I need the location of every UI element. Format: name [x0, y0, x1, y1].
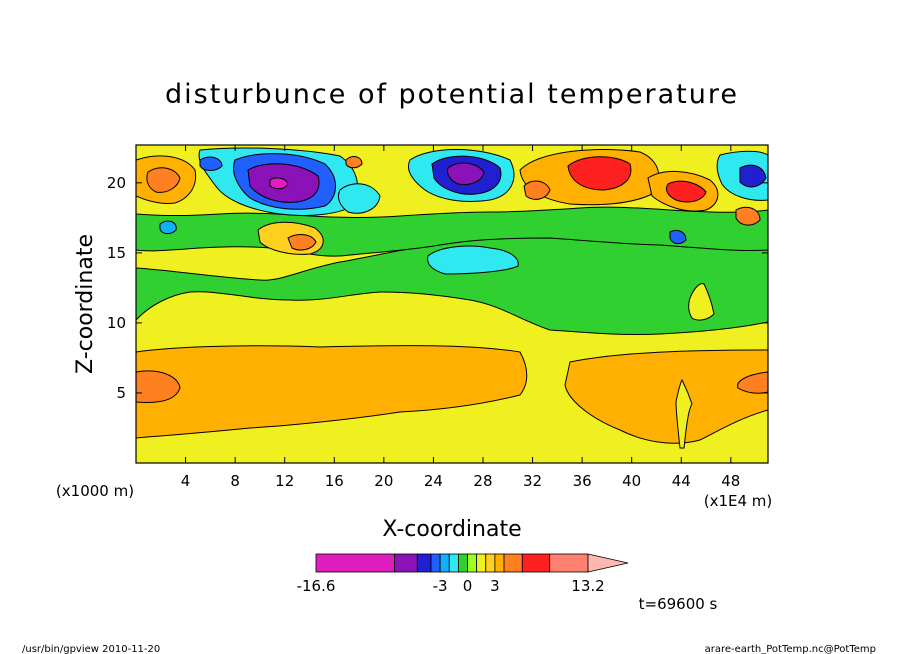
x-tick-label: 16 — [325, 472, 344, 490]
warm-spot-1 — [523, 180, 551, 200]
y-tick-label: 10 — [107, 314, 126, 332]
colorbar-overflow-arrow — [587, 553, 629, 573]
x-tick-label: 20 — [374, 472, 393, 490]
x-tick-label: 12 — [275, 472, 294, 490]
warm-core-right-2 — [665, 180, 707, 203]
cold-core-1-center — [269, 177, 289, 190]
y-axis: 5 10 15 20 — [107, 174, 768, 402]
colorbar-segment — [439, 553, 450, 573]
x-tick-label: 44 — [672, 472, 691, 490]
colorbar-segment — [476, 553, 487, 573]
colorbar-tick-label: -16.6 — [297, 577, 336, 595]
colorbar-segment — [521, 553, 551, 573]
x-tick-label: 24 — [424, 472, 443, 490]
y-unit-label: (x1000 m) — [56, 482, 134, 500]
cold-spot-8 — [159, 220, 177, 235]
cold-spot-7 — [669, 229, 687, 245]
warm-core-mid — [287, 234, 317, 251]
x-unit-label: (x1E4 m) — [704, 492, 773, 510]
yellow-island — [688, 283, 715, 321]
x-tick-label: 40 — [622, 472, 641, 490]
colorbar-segment — [416, 553, 432, 573]
orange-spot-left — [136, 370, 181, 403]
y-tick-label: 20 — [107, 174, 126, 192]
yellow-plume — [675, 378, 693, 449]
x-tick-label: 4 — [181, 472, 191, 490]
y-tick-label: 15 — [107, 244, 126, 262]
colorbar-segment — [503, 553, 523, 573]
colorbar-segment — [467, 553, 478, 573]
x-tick-label: 8 — [230, 472, 240, 490]
x-tick-label: 28 — [473, 472, 492, 490]
plot-frame — [135, 144, 769, 464]
y-axis-label: Z-coordinate — [73, 234, 98, 374]
chart-title: disturbunce of potential temperature — [165, 79, 739, 110]
x-axis: 4 8 12 16 20 24 28 32 36 40 44 48 — [181, 145, 740, 490]
colorbar-tick-label: -3 — [433, 577, 448, 595]
x-tick-label: 32 — [523, 472, 542, 490]
lower-warm-band — [136, 345, 528, 439]
colorbar-segment — [315, 553, 395, 573]
colorbar-segment — [485, 553, 496, 573]
colorbar-segment — [394, 553, 418, 573]
warm-core-left — [146, 167, 181, 193]
cold-region-3 — [337, 183, 381, 214]
warm-spot-3 — [345, 156, 363, 169]
cold-core-2 — [447, 162, 485, 185]
y-tick-label: 5 — [116, 384, 126, 402]
colorbar-labels: -16.6 -3 0 3 13.2 — [297, 577, 605, 595]
colorbar-tick-label: 3 — [490, 577, 500, 595]
colorbar — [315, 553, 629, 573]
cold-core-5 — [739, 164, 767, 188]
colorbar-segment — [494, 553, 505, 573]
time-label: t=69600 s — [639, 595, 718, 613]
mid-cool-band — [136, 226, 768, 336]
warm-spot-2 — [735, 206, 761, 226]
contour-field — [136, 145, 768, 463]
colorbar-tick-label: 13.2 — [571, 577, 604, 595]
colorbar-segment — [549, 553, 589, 573]
x-axis-label: X-coordinate — [382, 517, 521, 542]
cold-spot-6 — [199, 156, 223, 171]
footer-right: arare-earth_PotTemp.nc@PotTemp — [705, 644, 876, 654]
warm-core-right — [567, 156, 632, 191]
x-tick-label: 36 — [573, 472, 592, 490]
colorbar-segment — [457, 553, 468, 573]
colorbar-segment — [430, 553, 441, 573]
colorbar-segment — [448, 553, 459, 573]
colorbar-tick-label: 0 — [463, 577, 473, 595]
footer-left: /usr/bin/gpview 2010-11-20 — [22, 644, 160, 654]
x-tick-label: 48 — [721, 472, 740, 490]
cold-region-4 — [427, 245, 519, 275]
lower-warm-band-right — [564, 349, 768, 444]
